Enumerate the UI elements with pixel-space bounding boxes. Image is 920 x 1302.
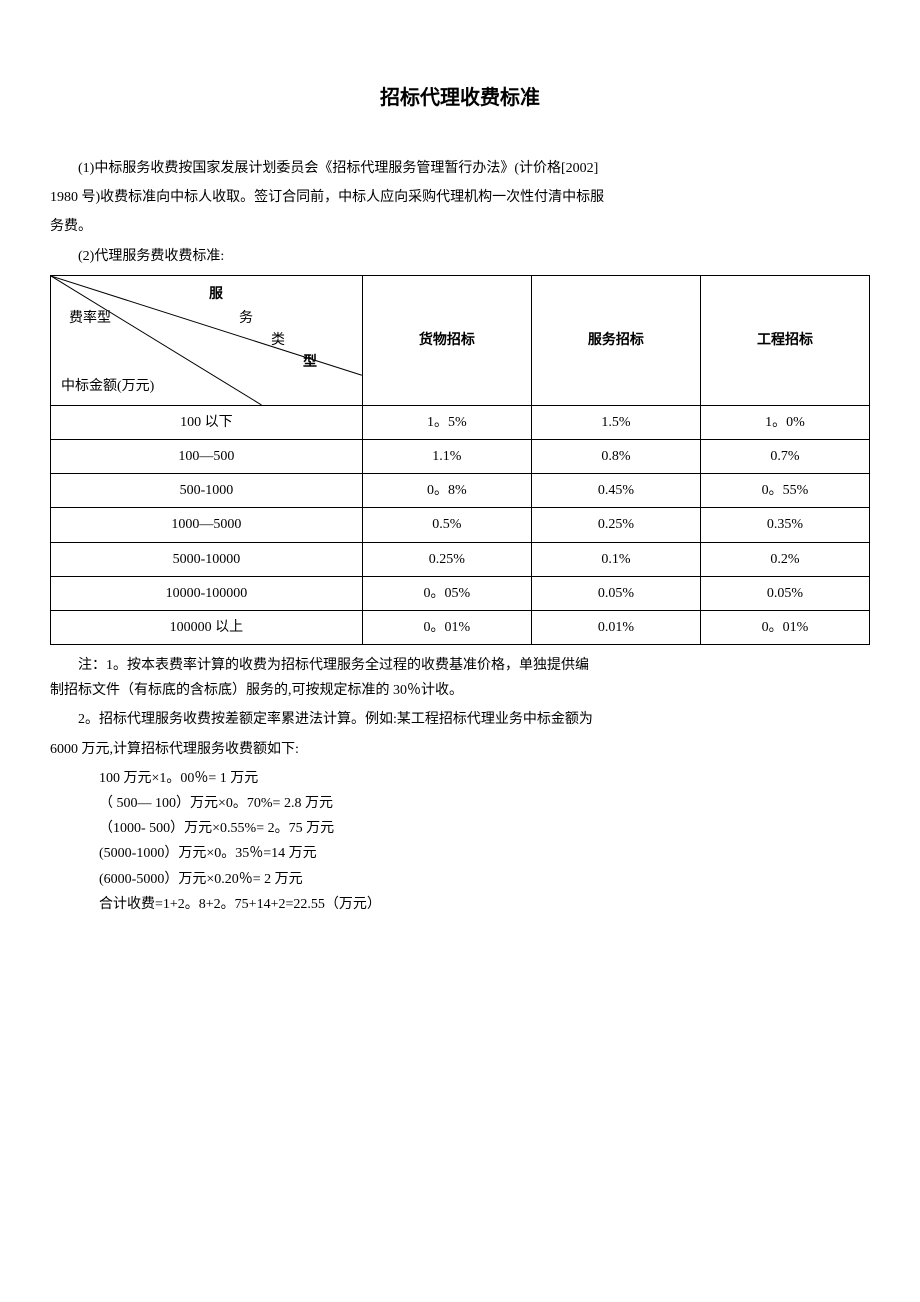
col-service: 服务招标	[531, 275, 700, 405]
calc-line: 100 万元×1。00％= 1 万元	[99, 766, 870, 791]
col-engineering: 工程招标	[700, 275, 869, 405]
calc-line: （1000- 500）万元×0.55%= 2。75 万元	[99, 816, 870, 841]
note-2-b: 6000 万元,计算招标代理服务收费额如下:	[50, 737, 870, 762]
cell: 0.7%	[700, 439, 869, 473]
fee-table: 费率型 服 务 类 型 中标金额(万元) 货物招标 服务招标 工程招标 100 …	[50, 275, 870, 645]
table-row: 100—500 1.1% 0.8% 0.7%	[51, 439, 870, 473]
cell: 0。8%	[362, 474, 531, 508]
cell: 0。01%	[700, 610, 869, 644]
note-1-a: 注：1。按本表费率计算的收费为招标代理服务全过程的收费基准价格，单独提供编	[50, 653, 870, 678]
label-rate: 费率型	[69, 306, 111, 331]
cell: 0.8%	[531, 439, 700, 473]
row-label: 1000—5000	[51, 508, 363, 542]
cell: 0.5%	[362, 508, 531, 542]
row-label: 100 以下	[51, 405, 363, 439]
paragraph-1-line-b: 1980 号)收费标准向中标人收取。签订合同前，中标人应向采购代理机构一次性付清…	[50, 185, 870, 210]
table-row: 1000—5000 0.5% 0.25% 0.35%	[51, 508, 870, 542]
cell: 0.05%	[531, 576, 700, 610]
cell: 1.5%	[531, 405, 700, 439]
cell: 0.45%	[531, 474, 700, 508]
cell: 0.35%	[700, 508, 869, 542]
cell: 0.01%	[531, 610, 700, 644]
table-header-row: 费率型 服 务 类 型 中标金额(万元) 货物招标 服务招标 工程招标	[51, 275, 870, 405]
table-row: 100000 以上 0。01% 0.01% 0。01%	[51, 610, 870, 644]
note-1-b: 制招标文件（有标底的含标底）服务的,可按规定标准的 30％计收。	[50, 678, 870, 703]
row-label: 500-1000	[51, 474, 363, 508]
label-amount: 中标金额(万元)	[61, 374, 154, 399]
table-row: 5000-10000 0.25% 0.1% 0.2%	[51, 542, 870, 576]
cell: 0.25%	[531, 508, 700, 542]
cell: 0.1%	[531, 542, 700, 576]
paragraph-2: (2)代理服务费收费标准:	[50, 244, 870, 269]
cell: 0。01%	[362, 610, 531, 644]
note-2-a: 2。招标代理服务收费按差额定率累进法计算。例如:某工程招标代理业务中标金额为	[50, 707, 870, 732]
page-title: 招标代理收费标准	[50, 80, 870, 116]
calc-line: 合计收费=1+2。8+2。75+14+2=22.55（万元）	[99, 892, 870, 917]
paragraph-1-line-a: (1)中标服务收费按国家发展计划委员会《招标代理服务管理暂行办法》(计价格[20…	[50, 156, 870, 181]
label-lei: 类	[271, 328, 285, 353]
cell: 0.25%	[362, 542, 531, 576]
table-body: 100 以下 1。5% 1.5% 1。0% 100—500 1.1% 0.8% …	[51, 405, 870, 644]
cell: 0.2%	[700, 542, 869, 576]
diagonal-header: 费率型 服 务 类 型 中标金额(万元)	[51, 275, 363, 405]
row-label: 5000-10000	[51, 542, 363, 576]
cell: 0。05%	[362, 576, 531, 610]
row-label: 100—500	[51, 439, 363, 473]
row-label: 10000-100000	[51, 576, 363, 610]
label-xing: 型	[303, 350, 317, 375]
cell: 1。0%	[700, 405, 869, 439]
label-service: 服	[209, 282, 223, 307]
calc-line: (6000-5000）万元×0.20％= 2 万元	[99, 867, 870, 892]
table-row: 100 以下 1。5% 1.5% 1。0%	[51, 405, 870, 439]
row-label: 100000 以上	[51, 610, 363, 644]
cell: 0.05%	[700, 576, 869, 610]
col-goods: 货物招标	[362, 275, 531, 405]
cell: 0。55%	[700, 474, 869, 508]
calc-line: (5000-1000）万元×0。35％=14 万元	[99, 841, 870, 866]
cell: 1.1%	[362, 439, 531, 473]
table-row: 500-1000 0。8% 0.45% 0。55%	[51, 474, 870, 508]
table-row: 10000-100000 0。05% 0.05% 0.05%	[51, 576, 870, 610]
paragraph-1-line-c: 务费。	[50, 214, 870, 239]
calc-line: （ 500— 100）万元×0。70%= 2.8 万元	[99, 791, 870, 816]
cell: 1。5%	[362, 405, 531, 439]
label-wu: 务	[239, 306, 253, 331]
